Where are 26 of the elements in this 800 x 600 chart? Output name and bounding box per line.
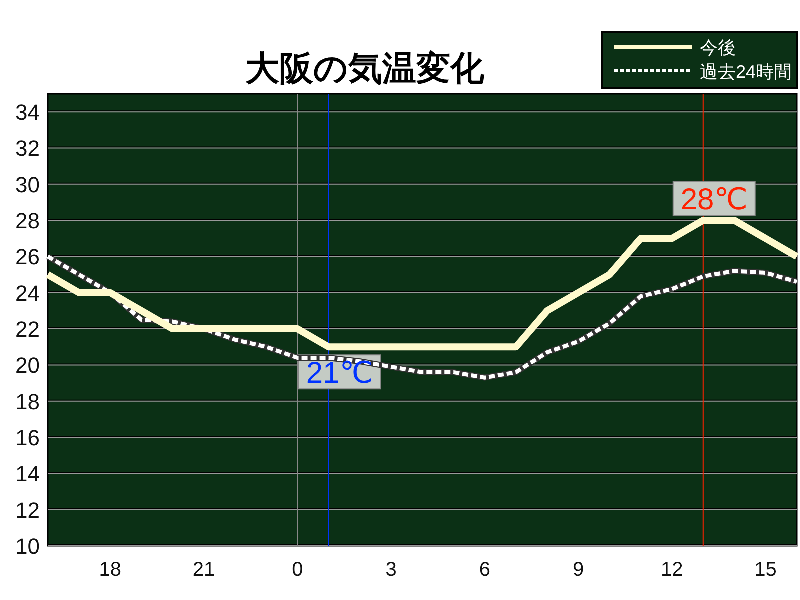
y-tick-label: 10: [16, 534, 40, 559]
y-tick-label: 20: [16, 353, 40, 378]
y-tick-label: 26: [16, 244, 40, 270]
x-tick-label: 6: [479, 559, 490, 581]
y-tick-label: 14: [16, 462, 40, 487]
x-tick-label: 18: [99, 559, 122, 581]
y-tick-label: 28: [16, 208, 40, 234]
y-tick-label: 18: [16, 389, 40, 414]
annotation: 28℃: [680, 184, 748, 217]
y-tick-label: 22: [16, 317, 40, 342]
legend-label: 過去24時間: [700, 62, 792, 82]
x-tick-label: 3: [386, 559, 397, 581]
x-tick-label: 15: [754, 559, 777, 581]
y-tick-label: 34: [16, 100, 40, 126]
chart-title: 大阪の気温変化: [246, 50, 486, 88]
y-tick-label: 16: [16, 426, 40, 451]
x-tick-label: 9: [572, 559, 584, 581]
legend-label: 今後: [700, 38, 736, 58]
x-tick-label: 0: [292, 559, 304, 581]
y-tick-label: 12: [16, 498, 40, 523]
y-tick-label: 24: [16, 280, 40, 306]
y-tick-label: 32: [16, 136, 40, 162]
annotation: 21℃: [306, 357, 374, 390]
x-tick-label: 12: [661, 559, 684, 581]
x-tick-label: 21: [192, 559, 216, 581]
y-tick-label: 30: [16, 172, 40, 198]
